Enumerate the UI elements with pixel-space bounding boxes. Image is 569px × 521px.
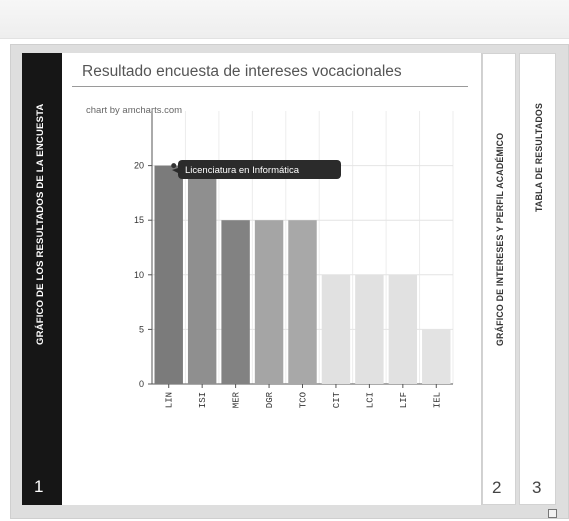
y-tick-label: 0 (139, 379, 144, 389)
bar-isi (187, 176, 217, 384)
y-tick-label: 15 (134, 215, 144, 225)
tooltip-text: Licenciatura en Informática (185, 165, 300, 176)
y-tick-label: 10 (134, 270, 144, 280)
x-tick-label-dgr: DGR (265, 391, 275, 408)
tab-1-number: 1 (34, 477, 44, 496)
tab-1-label: GRÁFICO DE LOS RESULTADOS DE LA ENCUESTA (35, 103, 46, 345)
bar-cit (321, 274, 351, 384)
tab-survey-results-chart[interactable]: GRÁFICO DE LOS RESULTADOS DE LA ENCUESTA… (22, 53, 69, 505)
bar-lin (154, 165, 183, 384)
x-tick-label-lci: LCI (365, 392, 375, 408)
bar-dgr (254, 220, 284, 384)
tab-2-label: GRÁFICO DE INTERESES Y PERFIL ACADÉMICO (495, 132, 505, 346)
bar-mer (221, 220, 250, 384)
x-tick-label-iel: IEL (432, 392, 442, 408)
tab-2-number: 2 (492, 478, 502, 497)
x-tick-label-tco: TCO (299, 392, 309, 408)
x-tick-label-mer: MER (232, 391, 242, 408)
y-tick-label: 20 (134, 161, 144, 171)
resize-icon[interactable] (548, 509, 557, 518)
x-tick-label-isi: ISI (198, 392, 208, 408)
title-divider (72, 86, 468, 87)
tooltip-pointer (172, 168, 178, 173)
x-tick-label-lin: LIN (165, 392, 175, 408)
amcharts-credit-link[interactable]: chart by amcharts.com (86, 105, 183, 116)
bar-iel (422, 329, 451, 384)
tooltip-anchor-dot (171, 163, 177, 169)
panel-title: Resultado encuesta de intereses vocacion… (82, 63, 402, 80)
tab-results-table[interactable]: TABLA DE RESULTADOS 3 (519, 53, 556, 505)
y-tick-label: 5 (139, 324, 144, 334)
chart-panel: Resultado encuesta de intereses vocacion… (62, 53, 482, 505)
top-toolbar (0, 0, 569, 39)
tab-3-label: TABLA DE RESULTADOS (534, 102, 544, 212)
bar-lif (388, 274, 418, 384)
bar-lci (355, 274, 384, 384)
tab-interests-academic-profile[interactable]: GRÁFICO DE INTERESES Y PERFIL ACADÉMICO … (482, 53, 516, 505)
x-tick-label-cit: CIT (332, 391, 342, 408)
bar-tco (288, 220, 317, 384)
tab-3-number: 3 (532, 478, 542, 497)
bar-chart: 0 5 10 15 20 LIN ISI MER DGR TCO CIT LCI LIF IEL Licen… (134, 111, 454, 408)
tooltip-box (178, 160, 341, 179)
x-tick-label-lif: LIF (399, 392, 409, 408)
